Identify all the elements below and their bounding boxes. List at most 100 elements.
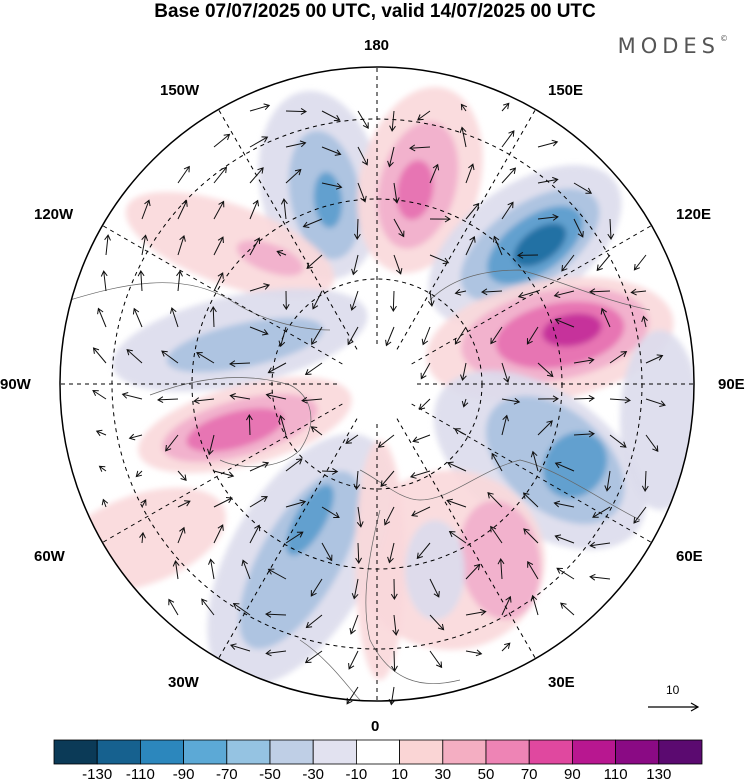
wind-arrow (213, 272, 224, 292)
wind-arrow (589, 573, 611, 581)
wind-arrow (490, 525, 503, 544)
wind-arrow (249, 496, 268, 508)
wind-arrow (100, 270, 108, 292)
wind-arrow (600, 307, 611, 328)
wind-arrow (390, 578, 398, 600)
wind-arrow (573, 430, 595, 438)
wind-arrow (501, 102, 510, 112)
wind-arrow (501, 595, 512, 616)
colorbar-tick-label: -50 (259, 766, 281, 783)
wind-arrow (245, 414, 253, 436)
wind-arrow (137, 270, 145, 292)
wind-arrow (460, 362, 467, 382)
wind-arrow (349, 290, 359, 311)
wind-arrow (98, 465, 107, 472)
wind-arrow (321, 506, 340, 518)
wind-arrow (229, 393, 251, 400)
wind-arrow (387, 542, 395, 564)
anomaly-region (186, 408, 284, 452)
wind-arrow (193, 397, 215, 405)
graticule (60, 67, 694, 701)
wind-arrow (589, 541, 611, 549)
wind-arrow (177, 234, 186, 256)
wind-arrow (429, 254, 450, 265)
meridian-line (411, 403, 652, 543)
wind-arrow (267, 568, 287, 580)
wind-arrow (92, 347, 107, 364)
colorbar-swatch (312, 739, 357, 765)
wind-arrow (501, 642, 511, 652)
wind-arrow (213, 497, 233, 508)
wind-arrow (384, 506, 395, 526)
wind-arrow (633, 254, 647, 271)
wind-arrow (501, 167, 517, 184)
wind-arrow (609, 396, 631, 404)
colorbar-swatch (226, 739, 271, 765)
wind-arrow (213, 166, 227, 184)
wind-arrow (429, 215, 451, 223)
colorbar-swatch (658, 739, 703, 765)
wind-arrow (527, 560, 539, 580)
wind-arrow (101, 498, 109, 508)
wind-arrow (229, 643, 251, 652)
wind-arrow (596, 254, 611, 272)
chart-title: Base 07/07/2025 00 UTC, valid 14/07/2025… (154, 1, 596, 22)
wind-arrow (537, 213, 559, 221)
meridian-line (218, 418, 358, 659)
colorbar-tick-label: 30 (434, 766, 452, 783)
wind-arrow (285, 168, 302, 184)
wind-arrow (249, 283, 271, 292)
lon-label-30e: 30E (548, 674, 575, 691)
wind-arrow (168, 598, 179, 616)
wind-arrow (465, 608, 487, 616)
wind-arrow (306, 254, 323, 269)
wind-arrow (465, 563, 481, 580)
wind-arrow (301, 396, 323, 404)
wind-arrow (501, 362, 510, 384)
wind-arrow (446, 461, 467, 472)
wind-arrow (645, 398, 666, 407)
wind-arrow (561, 254, 575, 272)
map-border (59, 66, 695, 702)
wind-arrow (416, 542, 431, 560)
wind-vectors (92, 102, 666, 706)
lon-label-150w: 150W (160, 82, 200, 99)
wind-arrow (177, 470, 187, 482)
wind-arrow (460, 103, 468, 112)
wind-arrow (141, 234, 149, 256)
meridian-line (396, 109, 536, 350)
wind-arrow (282, 290, 290, 311)
wind-arrow (321, 146, 342, 156)
anomaly-region (513, 223, 567, 267)
wind-arrow (427, 290, 435, 307)
wind-arrow (411, 506, 431, 517)
wind-arrow (177, 500, 191, 508)
wind-arrow (526, 326, 539, 345)
colorbar-swatch (442, 739, 487, 765)
wind-arrow (589, 288, 611, 296)
wind-arrow (267, 362, 287, 374)
wind-arrow (128, 433, 143, 441)
wind-arrow (607, 218, 615, 240)
wind-arrow (177, 165, 190, 184)
wind-arrow (389, 110, 396, 132)
wind-arrow (177, 200, 188, 220)
wind-arrow (420, 362, 431, 380)
wind-arrow (522, 492, 539, 508)
wind-arrow (517, 290, 539, 299)
wind-arrow (573, 357, 595, 364)
modes-logo: MODES© (617, 34, 728, 58)
wind-arrow (390, 290, 397, 312)
wind-arrow (95, 429, 107, 437)
wind-arrow (501, 414, 509, 436)
wind-arrow (201, 598, 215, 616)
wind-arrow (409, 144, 431, 152)
wind-arrow (285, 499, 307, 508)
wind-arrow (417, 110, 431, 121)
wind-arrow (465, 649, 483, 657)
wind-arrow (573, 218, 584, 238)
wind-arrow (249, 136, 269, 148)
wind-arrow (104, 234, 111, 256)
colorbar-swatch (53, 739, 98, 765)
